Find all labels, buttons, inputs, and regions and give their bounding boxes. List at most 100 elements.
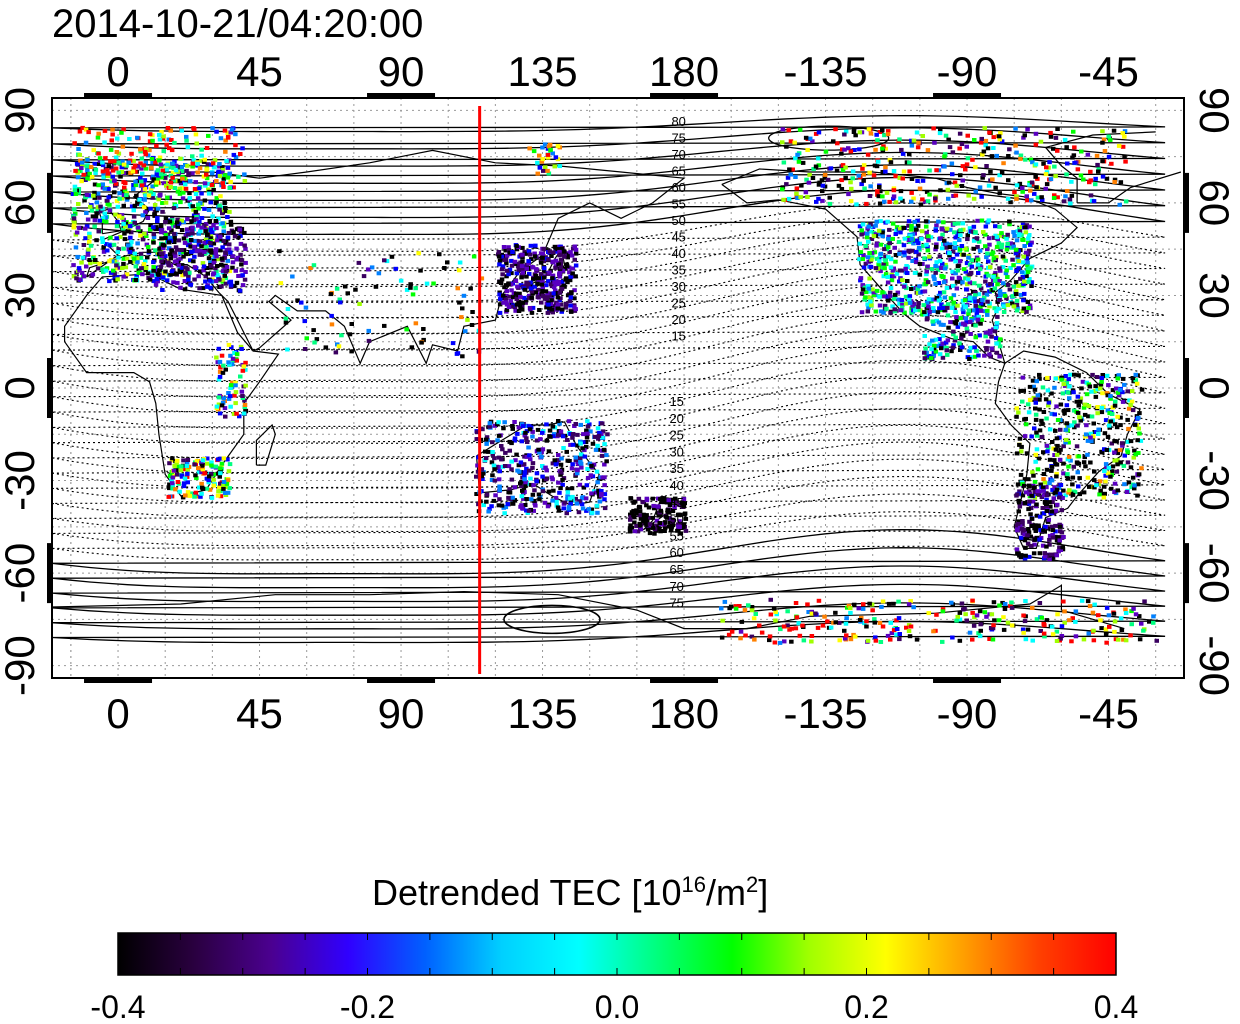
tec-pixel <box>719 635 725 640</box>
tec-pixel <box>507 267 513 272</box>
tec-pixel <box>504 293 509 298</box>
tec-pixel <box>954 183 959 188</box>
tec-pixel <box>928 235 934 240</box>
tec-pixel <box>804 177 809 182</box>
tec-pixel <box>906 238 912 242</box>
frame-tick-bar <box>933 93 1002 98</box>
tec-pixel <box>658 529 663 534</box>
tec-pixel <box>147 227 153 232</box>
frame-tick-bar <box>367 678 436 683</box>
tec-pixel <box>540 474 545 479</box>
tec-pixel <box>1047 500 1052 505</box>
tec-pixel <box>570 494 575 499</box>
tec-pixel <box>171 468 177 473</box>
tec-pixel <box>119 130 124 135</box>
tec-pixel <box>572 304 577 309</box>
tec-pixel <box>217 485 222 490</box>
tec-pixel <box>192 277 197 282</box>
tec-pixel <box>92 260 98 265</box>
tec-pixel <box>1012 233 1017 238</box>
tec-pixel <box>496 250 502 254</box>
tec-pixel <box>212 248 218 253</box>
tec-pixel <box>885 219 890 224</box>
tec-pixel <box>522 477 527 482</box>
tec-pixel <box>1041 511 1047 516</box>
tec-pixel <box>667 520 673 525</box>
tec-pixel <box>221 176 226 181</box>
frame-tick-bar <box>650 678 719 683</box>
tec-pixel <box>914 249 919 254</box>
tec-pixel <box>170 475 176 480</box>
tec-pixel <box>1054 538 1060 543</box>
tec-pixel <box>217 207 222 212</box>
tec-pixel <box>175 220 180 225</box>
tec-pixel <box>1026 527 1031 531</box>
tec-pixel <box>932 277 937 282</box>
tec-pixel <box>819 178 825 183</box>
tec-pixel <box>880 290 885 295</box>
tec-pixel <box>1089 439 1094 444</box>
tec-pixel <box>1128 402 1133 407</box>
tec-pixel <box>492 478 498 483</box>
tec-pixel <box>861 172 867 177</box>
tec-pixel <box>1049 509 1055 514</box>
tec-pixel <box>218 468 223 473</box>
tec-pixel <box>74 276 79 281</box>
tec-pixel <box>236 235 241 240</box>
tec-pixel <box>940 607 946 612</box>
tec-pixel <box>131 183 136 187</box>
tec-pixel <box>1020 275 1026 279</box>
tec-pixel <box>1048 177 1054 182</box>
tec-pixel <box>1108 396 1113 401</box>
tec-pixel <box>157 132 162 137</box>
tec-pixel <box>654 518 660 523</box>
tec-pixel <box>548 434 553 439</box>
tec-pixel <box>1106 613 1112 618</box>
tec-pixel <box>185 458 191 462</box>
tec-pixel <box>650 525 656 530</box>
tec-pixel <box>965 156 971 161</box>
tec-pixel <box>1030 499 1036 504</box>
tec-pixel <box>843 129 849 134</box>
tec-pixel <box>1026 507 1031 512</box>
tec-pixel <box>1130 408 1136 413</box>
tec-pixel <box>179 265 185 270</box>
tec-pixel <box>993 278 998 283</box>
tec-pixel <box>117 214 122 219</box>
tec-pixel <box>168 173 174 178</box>
tec-pixel <box>991 600 997 605</box>
tec-pixel <box>527 146 532 151</box>
tec-pixel <box>565 494 570 499</box>
tec-pixel <box>958 173 963 178</box>
tec-pixel <box>917 284 922 289</box>
tec-pixel <box>541 269 547 274</box>
tec-pixel <box>545 168 550 173</box>
tec-pixel <box>1022 538 1028 543</box>
contour-label: 65 <box>669 562 683 577</box>
tec-pixel <box>593 447 599 452</box>
tec-pixel <box>977 333 982 338</box>
tec-pixel <box>144 242 150 247</box>
tec-pixel <box>461 293 467 298</box>
tec-pixel <box>979 194 984 199</box>
tec-pixel <box>1110 388 1116 393</box>
tec-pixel <box>1041 450 1046 455</box>
tec-pixel <box>1070 492 1076 497</box>
tec-pixel <box>1130 376 1135 380</box>
tec-pixel <box>502 420 507 425</box>
tec-pixel <box>1018 555 1024 559</box>
tec-pixel <box>523 251 529 256</box>
tec-pixel <box>908 599 913 603</box>
tec-pixel <box>229 345 234 350</box>
tec-pixel <box>929 267 935 271</box>
tec-pixel <box>881 274 886 279</box>
tec-pixel <box>231 230 236 235</box>
tec-pixel <box>983 274 988 279</box>
tec-pixel <box>172 186 178 190</box>
tec-pixel <box>1004 296 1009 301</box>
tec-pixel <box>95 135 101 140</box>
tec-pixel <box>934 242 939 247</box>
tec-pixel <box>1004 236 1009 241</box>
tec-pixel <box>1086 382 1092 387</box>
tec-pixel <box>946 180 952 185</box>
